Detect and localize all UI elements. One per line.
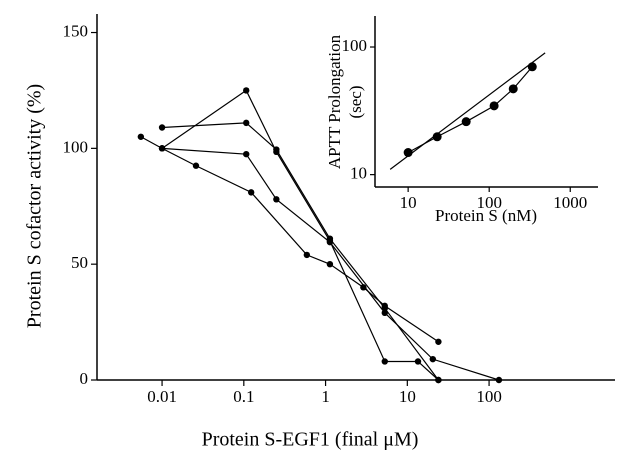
- data-point: [414, 358, 422, 365]
- data-point: [158, 145, 166, 152]
- data-point: [137, 133, 145, 140]
- y-tick-label: 10: [350, 164, 367, 183]
- data-point: [489, 101, 499, 111]
- data-point: [381, 358, 388, 365]
- y-tick-label: 0: [80, 369, 89, 388]
- data-point: [158, 124, 166, 131]
- y-tick-label: 100: [63, 137, 89, 156]
- data-point: [381, 309, 388, 317]
- x-tick-label: 0.1: [233, 387, 254, 406]
- series-line: [389, 52, 546, 170]
- series-line: [407, 66, 533, 154]
- x-tick-label: 1: [321, 387, 330, 406]
- x-axis-label: Protein S-EGF1 (final μM): [202, 429, 419, 451]
- data-point: [273, 196, 280, 203]
- series-line: [140, 136, 439, 343]
- y-axis-label: Protein S cofactor activity (%): [24, 84, 46, 328]
- y-tick-label: 150: [63, 21, 89, 40]
- data-point: [435, 338, 442, 345]
- y-tick-label: 100: [342, 36, 368, 55]
- data-point: [192, 162, 200, 169]
- data-point: [243, 150, 250, 158]
- data-point: [429, 355, 437, 363]
- data-point: [243, 87, 250, 94]
- data-point: [508, 84, 518, 94]
- data-point: [527, 62, 537, 72]
- data-point: [247, 189, 255, 196]
- x-tick-label: 10: [400, 193, 417, 212]
- x-tick-label: 0.01: [147, 387, 177, 406]
- inset-y-axis-label: APTT Prolongation: [325, 34, 344, 169]
- y-tick-label: 50: [71, 253, 88, 272]
- data-point: [461, 117, 471, 127]
- x-tick-label: 1000: [553, 193, 587, 212]
- data-point: [326, 238, 334, 246]
- data-point: [326, 260, 334, 268]
- data-point: [273, 148, 280, 156]
- data-point: [432, 132, 442, 142]
- x-tick-label: 100: [476, 193, 502, 212]
- series-line: [162, 122, 439, 381]
- data-point: [435, 376, 442, 384]
- x-tick-label: 10: [399, 387, 416, 406]
- data-point: [243, 119, 250, 127]
- series-line: [161, 89, 439, 381]
- data-point: [360, 284, 367, 291]
- x-tick-label: 100: [476, 387, 502, 406]
- data-point: [303, 251, 311, 259]
- inset-x-axis-label: Protein S (nM): [435, 206, 537, 225]
- inset-y-axis-label: (sec): [346, 85, 365, 118]
- data-point: [495, 376, 503, 384]
